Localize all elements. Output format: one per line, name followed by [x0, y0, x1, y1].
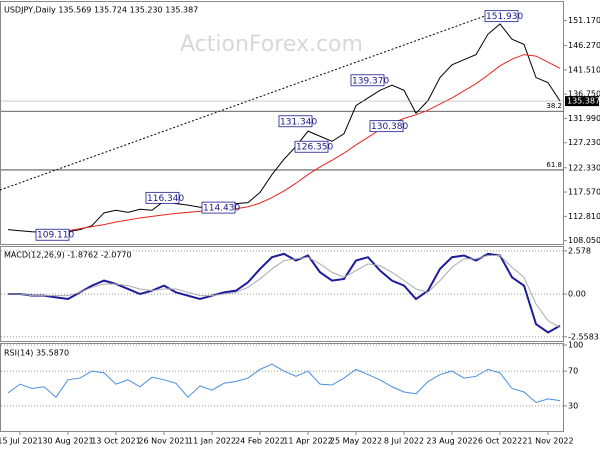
x-tick-label: 21 Nov 2022: [522, 437, 573, 446]
x-tick-label: 23 Aug 2022: [426, 437, 477, 446]
y-tick-label: 100: [568, 341, 583, 350]
y-tick-label: 151.170: [568, 16, 600, 25]
level-label: 38.2: [546, 102, 562, 110]
annotation-box: [484, 10, 519, 23]
macd-panel: [0, 246, 564, 342]
y-tick-label: 70: [568, 367, 578, 376]
annotation-label: 109.110: [37, 231, 74, 241]
y-tick-label: 141.510: [568, 65, 600, 74]
x-tick-label: 15 Jul 2021: [0, 437, 43, 446]
x-tick-label: 13 Oct 2021: [91, 437, 140, 446]
annotation-box: [145, 191, 180, 204]
y-tick-label: 2.578: [568, 246, 591, 255]
panel-title: RSI(14) 35.5870: [4, 349, 69, 358]
annotation-box: [35, 228, 70, 241]
annotation-label: 114.430: [203, 204, 240, 214]
rsi-panel: [0, 343, 564, 432]
y-tick-label: 131.990: [568, 114, 600, 123]
annotation-label: 131.340: [280, 117, 317, 127]
price-panel: [0, 1, 564, 245]
last-price-label: 135.387: [567, 97, 600, 106]
annotation-label: 139.370: [352, 76, 389, 86]
x-tick-label: 24 Feb 2022: [235, 437, 285, 446]
level-label: 61.8: [546, 161, 562, 169]
y-tick-label: 108.050: [568, 236, 600, 245]
series-line: [8, 255, 561, 328]
annotation-box: [369, 120, 404, 133]
panel-title: USDJPY,Daily 135.569 135.724 135.230 135…: [4, 6, 198, 15]
x-tick-label: 6 Oct 2022: [478, 437, 522, 446]
last-price-box: [565, 96, 599, 107]
y-tick-label: 112.810: [568, 212, 600, 221]
annotation-box: [350, 74, 385, 87]
x-tick-label: 30 Aug 2021: [42, 437, 93, 446]
x-tick-label: 25 May 2022: [330, 437, 382, 446]
x-tick-label: 11 Jan 2022: [188, 437, 236, 446]
series-line: [8, 252, 561, 334]
annotation-label: 126.350: [296, 143, 333, 153]
y-tick-label: -2.5583: [568, 332, 599, 341]
panel-title: MACD(12,26,9) -1.8762 -2.0770: [4, 251, 132, 260]
series-line: [67, 54, 561, 232]
y-tick-label: 127.230: [568, 138, 600, 147]
x-tick-label: 11 Apr 2022: [283, 437, 332, 446]
annotation-label: 130.380: [371, 122, 408, 132]
y-tick-label: 30: [568, 401, 578, 410]
annotation-box: [278, 115, 313, 128]
y-tick-label: 117.570: [568, 188, 600, 197]
annotation-label: 116.340: [147, 194, 184, 204]
annotation-box: [294, 140, 329, 153]
series-line: [7, 363, 561, 403]
x-tick-label: 26 Nov 2021: [138, 437, 189, 446]
y-tick-label: 0.00: [568, 289, 586, 298]
y-tick-label: 136.750: [568, 90, 600, 99]
y-tick-label: 122.330: [568, 163, 600, 172]
watermark: ActionForex.com: [180, 32, 363, 57]
annotation-box: [201, 201, 236, 214]
series-line: [7, 23, 561, 233]
y-tick-label: 146.270: [568, 41, 600, 50]
annotation-label: 151.930: [486, 12, 523, 22]
x-tick-label: 8 Jul 2022: [384, 437, 424, 446]
